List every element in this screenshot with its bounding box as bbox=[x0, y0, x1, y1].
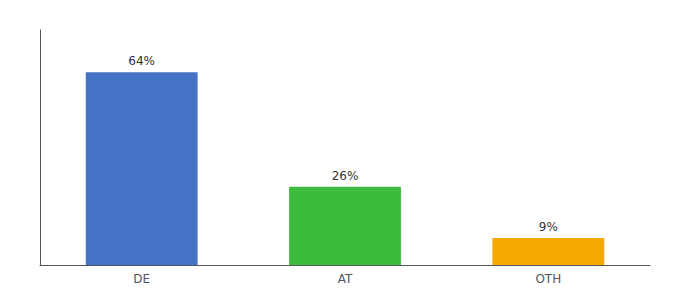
svg-text:26%: 26% bbox=[332, 169, 359, 183]
svg-text:AT: AT bbox=[338, 272, 353, 286]
svg-text:DE: DE bbox=[133, 272, 150, 286]
svg-text:OTH: OTH bbox=[535, 272, 561, 286]
svg-text:64%: 64% bbox=[128, 54, 155, 68]
svg-text:9%: 9% bbox=[539, 220, 558, 234]
